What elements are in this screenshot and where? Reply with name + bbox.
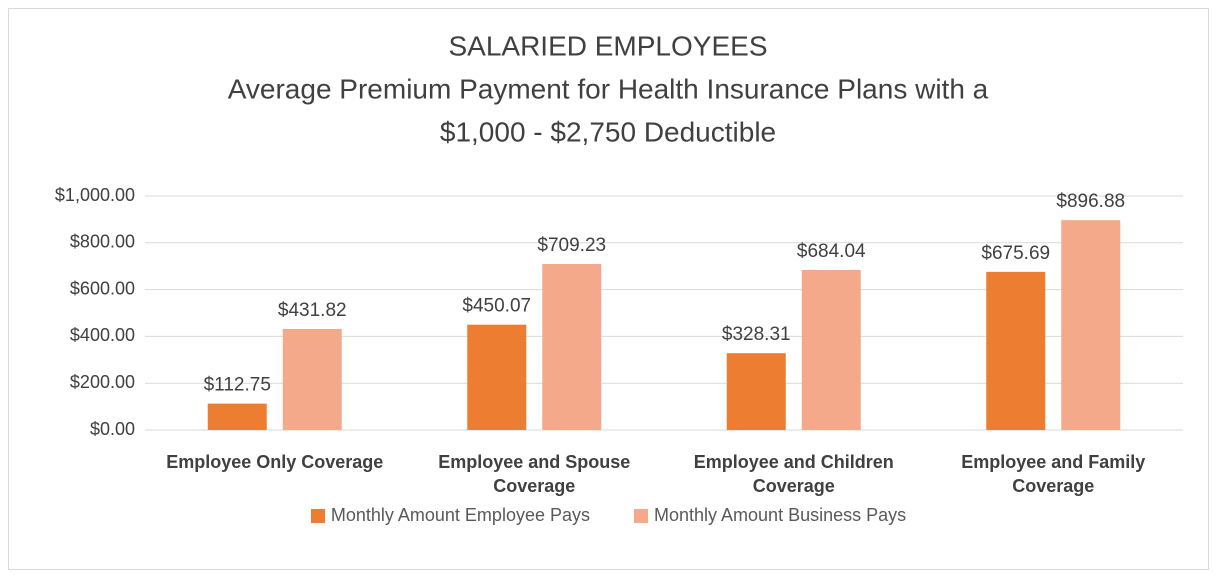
bar xyxy=(986,271,1046,430)
bar xyxy=(1061,220,1121,430)
data-label: $896.88 xyxy=(1056,191,1125,212)
y-tick-label: $400.00 xyxy=(70,325,135,345)
y-tick-label: $800.00 xyxy=(70,232,135,252)
bar xyxy=(207,403,267,430)
bar xyxy=(282,328,342,430)
bar xyxy=(801,269,861,430)
x-tick-label: Employee and Children Coverage xyxy=(693,452,894,496)
legend: Monthly Amount Employee Pays Monthly Amou… xyxy=(0,505,1217,526)
y-tick-label: $600.00 xyxy=(70,278,135,298)
chart-title: SALARIED EMPLOYEES xyxy=(448,30,767,61)
bar xyxy=(726,353,786,430)
data-label: $112.75 xyxy=(204,375,271,396)
x-tick-label: Employee and Spouse Coverage xyxy=(438,452,631,496)
chart-border xyxy=(8,8,1209,570)
y-tick-label: $1,000.00 xyxy=(55,185,135,205)
bar xyxy=(542,264,602,430)
legend-item: Monthly Amount Business Pays xyxy=(634,505,906,526)
bar xyxy=(467,324,527,430)
data-label: $328.31 xyxy=(722,324,791,345)
legend-swatch xyxy=(310,508,325,523)
chart-subtitle: Average Premium Payment for Health Insur… xyxy=(228,73,989,104)
x-tick-label: Employee and Family Coverage xyxy=(961,452,1146,496)
legend-label: Monthly Amount Business Pays xyxy=(654,505,907,525)
data-label: $684.04 xyxy=(797,241,866,262)
legend-item: Monthly Amount Employee Pays xyxy=(310,505,590,526)
x-tick-label: Employee Only Coverage xyxy=(166,452,384,472)
data-label: $709.23 xyxy=(537,235,606,256)
legend-swatch xyxy=(634,508,648,523)
y-tick-label: $200.00 xyxy=(70,372,135,392)
data-label: $450.07 xyxy=(462,296,531,317)
y-tick-label: $0.00 xyxy=(90,419,135,439)
data-label: $675.69 xyxy=(981,243,1050,264)
data-label: $431.82 xyxy=(278,300,347,321)
legend-label: Monthly Amount Employee Pays xyxy=(330,505,590,525)
chart-subtitle: $1,000 - $2,750 Deductible xyxy=(440,116,776,147)
